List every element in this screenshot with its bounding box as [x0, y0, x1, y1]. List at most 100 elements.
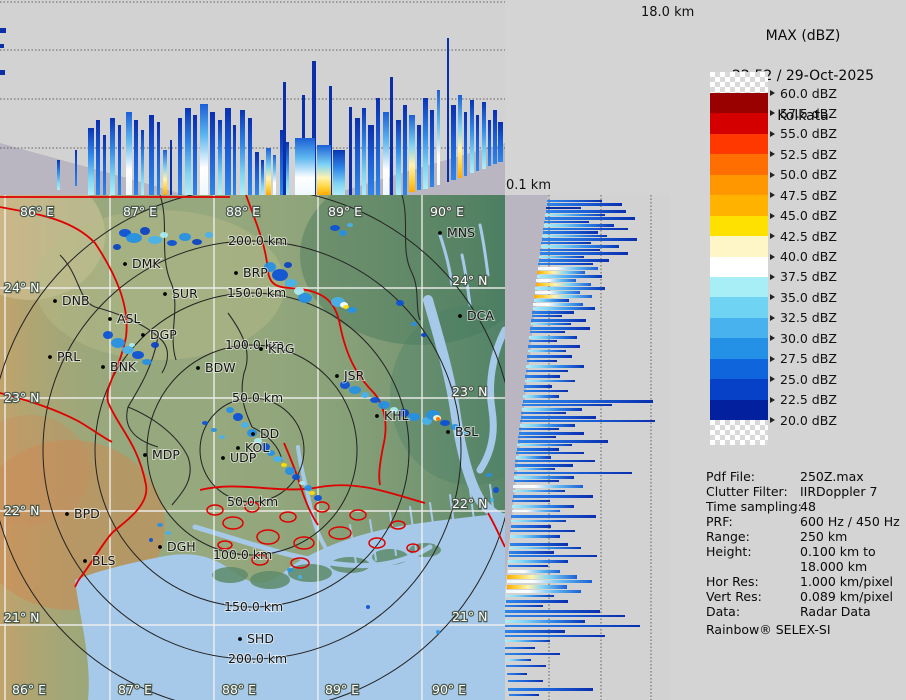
metadata-label: Time sampling: — [706, 499, 802, 514]
dbz-scale-label: 40.0 dBZ — [780, 249, 837, 264]
colorbar-block — [710, 174, 768, 196]
colorbar-block — [710, 256, 768, 278]
city-label: SHD — [247, 631, 274, 646]
svg-text:50.0 km: 50.0 km — [232, 390, 283, 405]
city-label: BRP — [243, 265, 268, 280]
xz-cross-section-svg — [0, 0, 505, 195]
dbz-colorbar — [710, 72, 768, 445]
metadata-label: Data: — [706, 604, 741, 619]
scale-tick-arrow-icon — [770, 355, 775, 362]
svg-text:22° N: 22° N — [4, 503, 39, 518]
height-axis-max-label: 18.0 km — [641, 5, 695, 20]
metadata-label: Height: — [706, 544, 752, 559]
scale-tick-arrow-icon — [770, 90, 775, 96]
city-label: DGH — [167, 539, 196, 554]
dbz-scale-entry: 20.0 dBZ — [770, 412, 837, 428]
dbz-scale-entry: 50.0 dBZ — [770, 167, 837, 183]
svg-text:200.0 km: 200.0 km — [228, 651, 287, 666]
svg-text:200.0 km: 200.0 km — [228, 233, 287, 248]
metadata-value: 0.100 km to — [800, 544, 876, 559]
scale-tick-arrow-icon — [770, 376, 775, 383]
svg-text:22° N: 22° N — [452, 496, 487, 511]
metadata-label: Clutter Filter: — [706, 484, 788, 499]
colorbar-block — [710, 379, 768, 401]
svg-text:24° N: 24° N — [4, 280, 39, 295]
svg-text:50.0 km: 50.0 km — [227, 494, 278, 509]
scale-tick-arrow-icon — [770, 253, 775, 260]
colorbar-block-above-max — [710, 72, 768, 93]
dbz-scale-entry: 35.0 dBZ — [770, 289, 837, 305]
city-label: SUR — [172, 286, 198, 301]
metadata-value: 250Z.max — [800, 469, 864, 484]
colorbar-block — [710, 399, 768, 421]
dbz-scale-label: 20.0 dBZ — [780, 412, 837, 428]
dbz-scale-entry: 40.0 dBZ — [770, 249, 837, 264]
colorbar-block — [710, 215, 768, 237]
colorbar-block — [710, 338, 768, 360]
metadata-label: Range: — [706, 529, 750, 544]
city-label: BLS — [92, 553, 116, 568]
metadata-label: Hor Res: — [706, 574, 759, 589]
yz-cross-section-panel — [505, 195, 670, 700]
svg-text:90° E: 90° E — [430, 204, 464, 219]
colorbar-block — [710, 236, 768, 257]
colorbar-block — [710, 297, 768, 319]
colorbar-block — [710, 93, 768, 114]
scale-tick-arrow-icon — [770, 151, 775, 158]
svg-text:100.0 km: 100.0 km — [225, 337, 284, 352]
metadata-value: 18.000 km — [800, 559, 868, 574]
dbz-scale-label: 50.0 dBZ — [780, 167, 837, 183]
dbz-scale-entry: 25.0 dBZ — [770, 372, 837, 387]
dbz-scale-entry: 27.5 dBZ — [770, 351, 837, 367]
xz-cross-section-panel — [0, 0, 505, 195]
metadata-value: 0.089 km/pixel — [800, 589, 893, 604]
dbz-scale-label: 37.5 dBZ — [780, 269, 837, 285]
product-title: MAX (dBZ) — [765, 28, 841, 44]
dbz-scale-label: 55.0 dBZ — [780, 126, 837, 142]
radar-map-panel: 200.0 km 150.0 km 100.0 km 50.0 km 50.0 km 10… — [0, 165, 550, 700]
city-label: DGP — [150, 327, 177, 342]
radar-echo-blobs — [103, 223, 499, 634]
city-label: JSR — [343, 368, 365, 383]
station-name: Kolkata — [777, 108, 829, 124]
dbz-scale-label: 30.0 dBZ — [780, 330, 837, 346]
dbz-scale-entry: 47.5 dBZ — [770, 188, 837, 203]
dbz-scale-entry: 52.5 dBZ — [770, 147, 837, 162]
city-label: DNB — [62, 293, 90, 308]
state-boundaries — [0, 194, 506, 588]
dbz-scale-label: 57.5 dBZ — [780, 105, 837, 121]
svg-text:87° E: 87° E — [118, 682, 152, 697]
range-ring-labels: 200.0 km 150.0 km 100.0 km 50.0 km 50.0 km 10… — [212, 232, 288, 667]
dbz-scale-label: 60.0 dBZ — [780, 85, 837, 101]
dbz-scale-entry: 32.5 dBZ — [770, 310, 837, 325]
colorbar-block-below-min — [710, 420, 768, 445]
dbz-scale-entry: 55.0 dBZ — [770, 126, 837, 142]
dbz-scale-label: 27.5 dBZ — [780, 351, 837, 367]
height-axis-min-label: 0.1 km — [506, 178, 551, 193]
city-label: BPD — [74, 506, 100, 521]
dbz-scale-label: 42.5 dBZ — [780, 228, 837, 244]
dbz-scale-entry: 45.0 dBZ — [770, 208, 837, 223]
scale-tick-arrow-icon — [770, 212, 775, 219]
svg-text:87° E: 87° E — [123, 204, 157, 219]
scale-tick-arrow-icon — [770, 294, 775, 301]
colorbar-block — [710, 317, 768, 339]
svg-text:100.0 km: 100.0 km — [213, 547, 272, 562]
software-brand: Rainbow® SELEX-SI — [706, 622, 831, 637]
svg-text:88° E: 88° E — [222, 682, 256, 697]
scale-tick-arrow-icon — [770, 335, 775, 342]
scale-tick-arrow-icon — [770, 192, 775, 199]
svg-text:24° N: 24° N — [452, 273, 487, 288]
metadata-value: IIRDoppler 7 — [800, 484, 878, 499]
city-label: DD — [260, 426, 279, 441]
metadata-label: Pdf File: — [706, 469, 755, 484]
dbz-scale-entry: 57.5 dBZ — [770, 105, 837, 121]
dbz-scale-label: 35.0 dBZ — [780, 289, 837, 305]
radar-map-svg: 200.0 km 150.0 km 100.0 km 50.0 km 50.0 km 10… — [0, 165, 550, 700]
scale-tick-arrow-icon — [770, 130, 775, 137]
legend-panel: MAX (dBZ) 22:52 / 29-Oct-2025 Kolkata 60… — [700, 0, 906, 700]
metadata-value: 600 Hz / 450 Hz — [800, 514, 900, 529]
svg-text:86° E: 86° E — [20, 204, 54, 219]
colorbar-block — [710, 358, 768, 380]
